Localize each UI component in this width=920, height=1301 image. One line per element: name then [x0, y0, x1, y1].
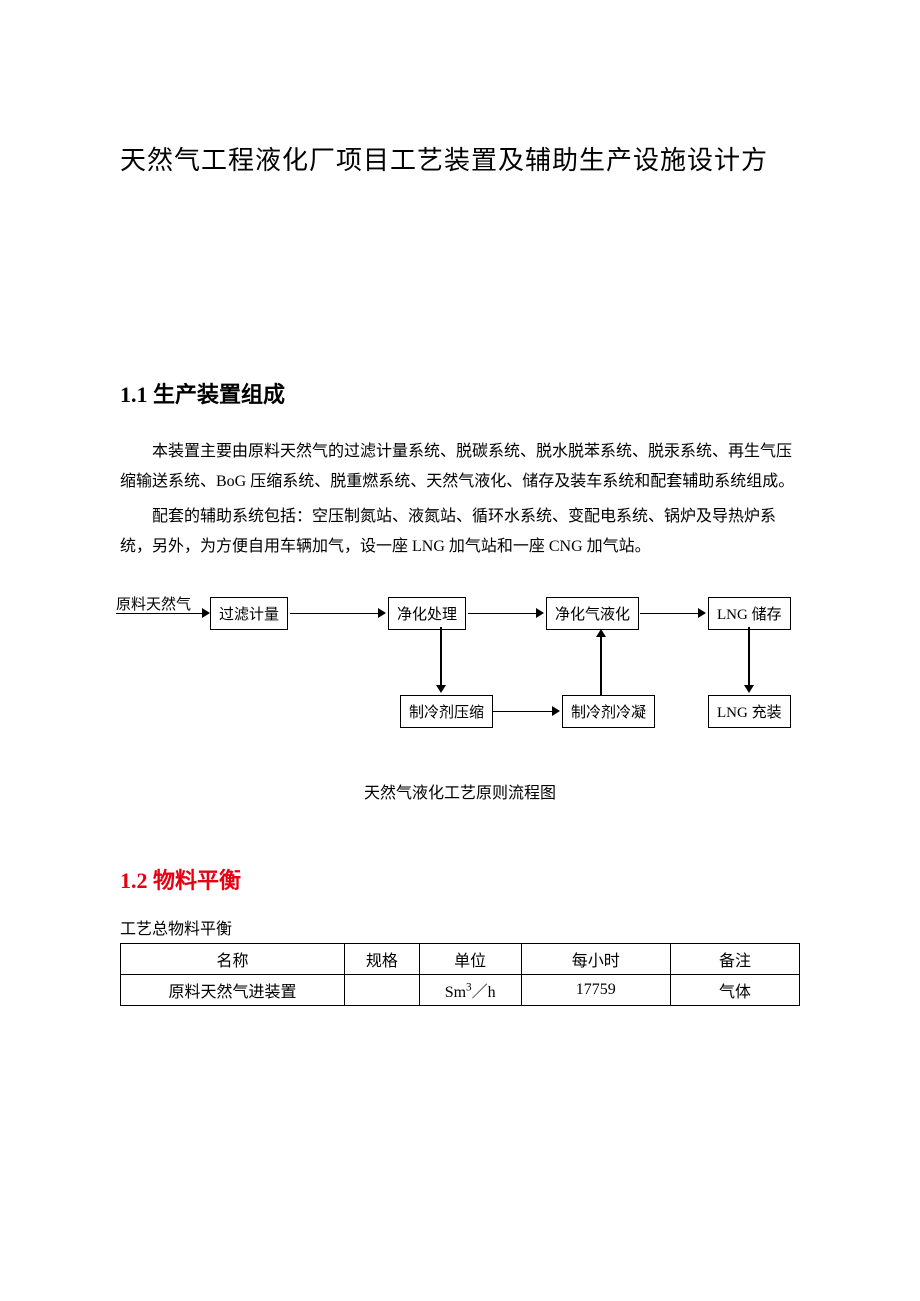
- th-name: 名称: [121, 943, 345, 974]
- section-1-para-1: 本装置主要由原料天然气的过滤计量系统、脱碳系统、脱水脱苯系统、脱汞系统、再生气压…: [120, 437, 800, 498]
- material-balance-table: 名称 规格 单位 每小时 备注 原料天然气进装置 Sm3／h 17759 气体: [120, 943, 800, 1006]
- section-2-text: 物料平衡: [153, 868, 241, 893]
- cell-unit: Sm3／h: [419, 974, 521, 1005]
- flow-node-loading: LNG 充装: [708, 695, 791, 728]
- cell-hour: 17759: [521, 974, 670, 1005]
- flow-node-liquefy: 净化气液化: [546, 597, 639, 630]
- flow-node-storage: LNG 储存: [708, 597, 791, 630]
- flow-node-compress: 制冷剂压缩: [400, 695, 493, 728]
- cell-note: 气体: [670, 974, 799, 1005]
- table-row: 原料天然气进装置 Sm3／h 17759 气体: [121, 974, 800, 1005]
- process-flowchart: 原料天然气 过滤计量 净化处理 净化气液化 LNG 储存 制冷剂压缩 制冷剂冷凝…: [120, 585, 800, 755]
- document-title: 天然气工程液化厂项目工艺装置及辅助生产设施设计方: [120, 140, 800, 177]
- cell-name: 原料天然气进装置: [121, 974, 345, 1005]
- flow-node-filter: 过滤计量: [210, 597, 288, 630]
- flowchart-caption: 天然气液化工艺原则流程图: [120, 779, 800, 803]
- flow-node-condense: 制冷剂冷凝: [562, 695, 655, 728]
- section-1-para-2: 配套的辅助系统包括：空压制氮站、液氮站、循环水系统、变配电系统、锅炉及导热炉系统…: [120, 502, 800, 563]
- section-1-text: 生产装置组成: [153, 382, 285, 407]
- section-2-number: 1.2: [120, 868, 148, 893]
- section-2-heading: 1.2 物料平衡: [120, 863, 800, 895]
- table-caption: 工艺总物料平衡: [120, 915, 800, 939]
- th-unit: 单位: [419, 943, 521, 974]
- th-note: 备注: [670, 943, 799, 974]
- th-hour: 每小时: [521, 943, 670, 974]
- flow-node-purify: 净化处理: [388, 597, 466, 630]
- table-header-row: 名称 规格 单位 每小时 备注: [121, 943, 800, 974]
- section-1-heading: 1.1 生产装置组成: [120, 377, 800, 409]
- cell-spec: [345, 974, 420, 1005]
- th-spec: 规格: [345, 943, 420, 974]
- section-1-number: 1.1: [120, 382, 148, 407]
- flow-feed-label: 原料天然气: [116, 593, 191, 614]
